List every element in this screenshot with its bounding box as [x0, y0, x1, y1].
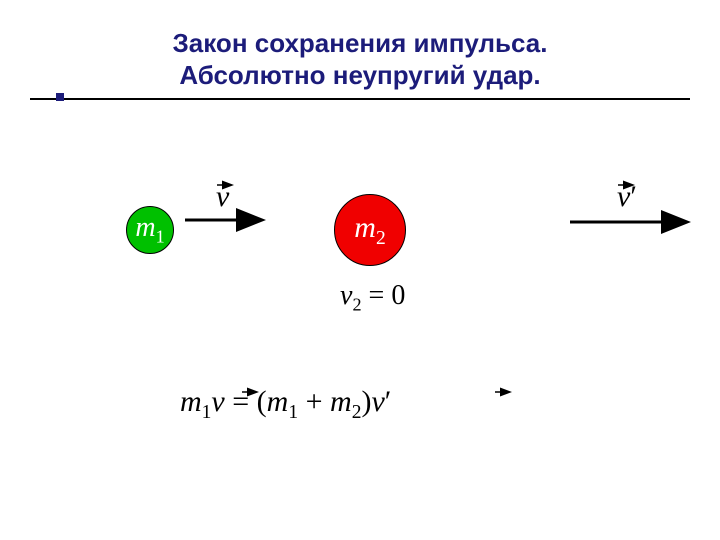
- ball-m1: m1: [126, 206, 174, 254]
- eq-main: m1v = (m1 + m2)v′: [180, 385, 391, 424]
- v-letter: v: [216, 180, 229, 213]
- eq-s1b: 1: [288, 402, 298, 423]
- vp-letter: v: [617, 180, 630, 213]
- m1-sub: 1: [156, 227, 165, 247]
- v2-v: v: [340, 280, 352, 311]
- vp-prime: ′: [630, 180, 637, 213]
- label-v-prime: v′: [617, 180, 637, 214]
- eq-m1b: m: [267, 385, 289, 418]
- eq-m1: m: [180, 385, 202, 418]
- eq-v2-zero: v2 = 0: [340, 280, 405, 316]
- label-v: v: [216, 180, 229, 214]
- ball-m1-label: m1: [135, 212, 164, 248]
- eq-prime: ′: [385, 385, 392, 418]
- m1-m: m: [135, 212, 155, 243]
- eq-m2: m: [330, 385, 352, 418]
- bullet-dot: [56, 93, 64, 101]
- ball-m2-label: m2: [354, 211, 385, 250]
- slide: Закон сохранения импульса. Абсолютно неу…: [0, 0, 720, 540]
- eq-plus: +: [298, 385, 330, 418]
- title-line1: Закон сохранения импульса.: [0, 28, 720, 59]
- ball-m2: m2: [334, 194, 406, 266]
- title-line2: Абсолютно неупругий удар.: [0, 60, 720, 91]
- eq-v: v: [211, 385, 224, 418]
- eq-s1: 1: [202, 402, 212, 423]
- title-underline: [30, 98, 690, 100]
- eq-s2: 2: [352, 402, 362, 423]
- eq-eq: = (: [225, 385, 267, 418]
- v2-sub: 2: [352, 295, 361, 315]
- v2-rest: = 0: [362, 280, 406, 311]
- m2-m: m: [354, 211, 376, 244]
- eq-vp: v: [371, 385, 384, 418]
- m2-sub: 2: [376, 228, 386, 249]
- eq-close: ): [361, 385, 371, 418]
